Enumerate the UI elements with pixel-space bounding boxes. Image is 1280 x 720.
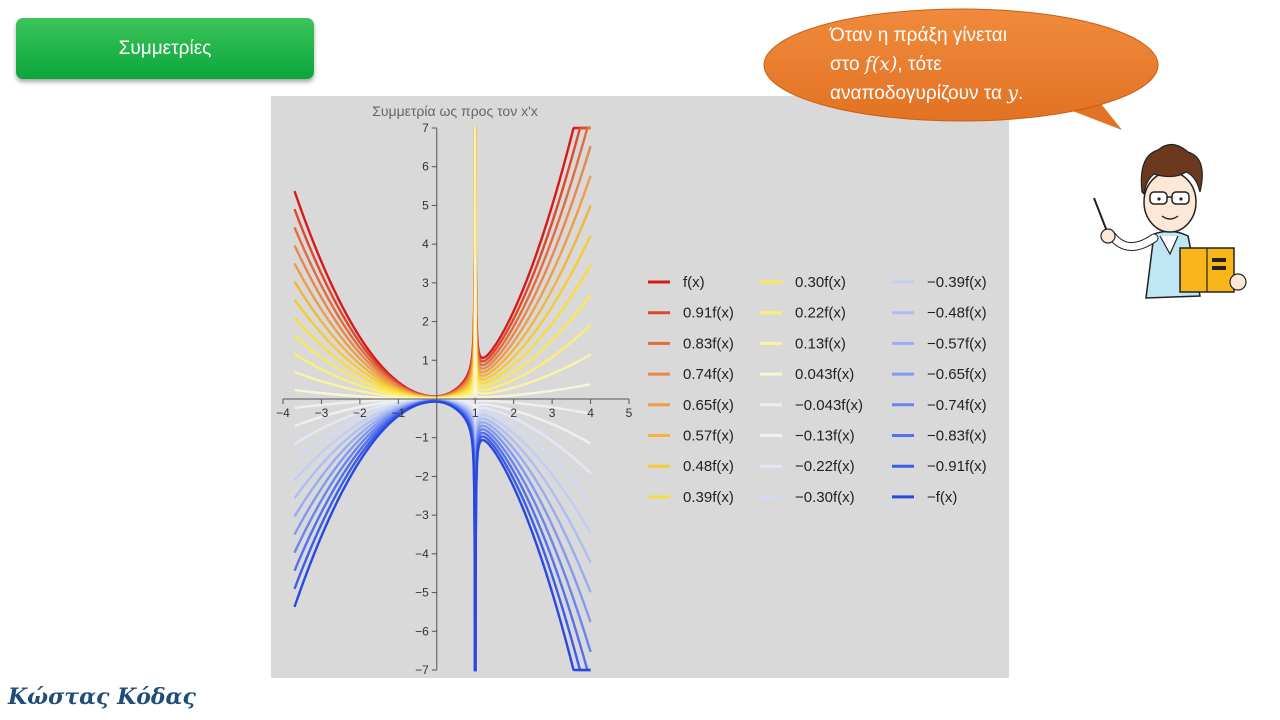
legend-label: 0.30f(x) <box>795 274 846 291</box>
series-line <box>293 400 591 672</box>
axes: −4 −3 −2 −1 1 2 3 4 5 7 6 5 4 3 2 1 −1 −2 −3 −4 −5 −6 −7 <box>276 121 633 677</box>
legend-label: −0.30f(x) <box>795 489 855 506</box>
series-line <box>293 400 591 672</box>
y-tick-label: −4 <box>415 547 429 561</box>
x-tick-label: 5 <box>626 406 633 420</box>
bubble-line-2: στο f(x), τότε <box>830 53 942 75</box>
author-signature: Κώστας Κόδας <box>8 684 196 710</box>
y-tick-label: −5 <box>415 586 429 600</box>
series-line <box>293 398 592 672</box>
series-line <box>293 126 592 399</box>
series-line <box>293 398 592 672</box>
x-tick-label: 2 <box>510 406 517 420</box>
series-line <box>293 126 592 400</box>
legend-label: 0.74f(x) <box>683 366 734 383</box>
y-tick-label: 6 <box>422 160 429 174</box>
x-tick-label: 3 <box>549 406 556 420</box>
y-tick-label: −7 <box>415 663 429 677</box>
legend-label: 0.22f(x) <box>795 305 846 322</box>
y-tick-label: −1 <box>415 431 429 445</box>
series-line <box>293 399 591 672</box>
series-line <box>294 398 592 672</box>
y-tick-label: 5 <box>422 198 429 212</box>
series-line <box>293 126 591 399</box>
chart-panel: Συμμετρία ως προς τον x'x −4 −3 −2 −1 1 2 3 4 5 7… <box>271 96 1009 678</box>
series-line <box>293 126 591 398</box>
y-tick-label: −2 <box>415 469 429 483</box>
legend-label: −f(x) <box>927 489 957 506</box>
chart-svg: Συμμετρία ως προς τον x'x −4 −3 −2 −1 1 2 3 4 5 7… <box>276 103 987 677</box>
series-line <box>293 126 592 399</box>
curves <box>293 126 592 672</box>
x-tick-label: 4 <box>587 406 594 420</box>
legend-label: 0.48f(x) <box>683 458 734 475</box>
series-line <box>293 398 592 672</box>
legend-label: 0.043f(x) <box>795 366 854 383</box>
series-line <box>293 126 592 400</box>
legend-label: −0.22f(x) <box>795 458 855 475</box>
series-line <box>293 399 592 672</box>
legend: f(x) 0.91f(x) 0.83f(x) 0.74f(x) 0.65f(x) 0.57… <box>648 274 987 506</box>
legend-label: 0.91f(x) <box>683 305 734 322</box>
math-y: y <box>1007 82 1019 104</box>
x-tick-label: −1 <box>391 406 405 420</box>
x-tick-label: −3 <box>315 406 329 420</box>
y-tick-label: 1 <box>422 353 429 367</box>
series-line <box>293 126 591 398</box>
legend-label: −0.57f(x) <box>927 335 987 352</box>
chart-title: Συμμετρία ως προς τον x'x <box>372 103 538 119</box>
legend-label: f(x) <box>683 274 705 291</box>
y-tick-label: −6 <box>415 624 429 638</box>
series-line <box>293 126 592 399</box>
legend-label: 0.57f(x) <box>683 428 734 445</box>
series-line <box>293 399 592 672</box>
y-tick-label: 7 <box>422 121 429 135</box>
y-tick-label: 2 <box>422 315 429 329</box>
legend-label: −0.91f(x) <box>927 458 987 475</box>
series-line <box>293 399 592 672</box>
x-tick-label: −4 <box>276 406 290 420</box>
pointer-stick <box>1093 197 1109 235</box>
legend-label: −0.74f(x) <box>927 397 987 414</box>
symmetries-button[interactable]: Συμμετρίες <box>16 18 314 79</box>
bubble-line-3: αναποδογυρίζουν τα y. <box>830 82 1024 104</box>
teacher-illustration <box>1093 143 1247 299</box>
legend-label: −0.39f(x) <box>927 274 987 291</box>
legend-label: 0.13f(x) <box>795 335 846 352</box>
legend-label: 0.39f(x) <box>683 489 734 506</box>
legend-label: 0.83f(x) <box>683 335 734 352</box>
speech-bubble-text: Όταν η πράξη γίνεται στο f(x), τότε αναπ… <box>830 22 1110 108</box>
series-line <box>293 126 592 400</box>
legend-label: 0.65f(x) <box>683 397 734 414</box>
legend-label: −0.13f(x) <box>795 428 855 445</box>
y-tick-label: −3 <box>415 508 429 522</box>
bubble-line-1: Όταν η πράξη γίνεται <box>830 25 1007 46</box>
series-line <box>294 126 592 400</box>
legend-label: −0.83f(x) <box>927 428 987 445</box>
speech-bubble <box>763 8 1159 130</box>
series-line <box>293 399 592 672</box>
y-tick-label: 3 <box>422 276 429 290</box>
x-tick-label: 1 <box>472 406 479 420</box>
y-tick-label: 4 <box>422 237 429 251</box>
legend-label: −0.043f(x) <box>795 397 863 414</box>
series-line <box>293 126 592 399</box>
x-tick-label: −2 <box>353 406 367 420</box>
math-fx: f(x) <box>864 53 898 75</box>
legend-label: −0.65f(x) <box>927 366 987 383</box>
legend-label: −0.48f(x) <box>927 305 987 322</box>
